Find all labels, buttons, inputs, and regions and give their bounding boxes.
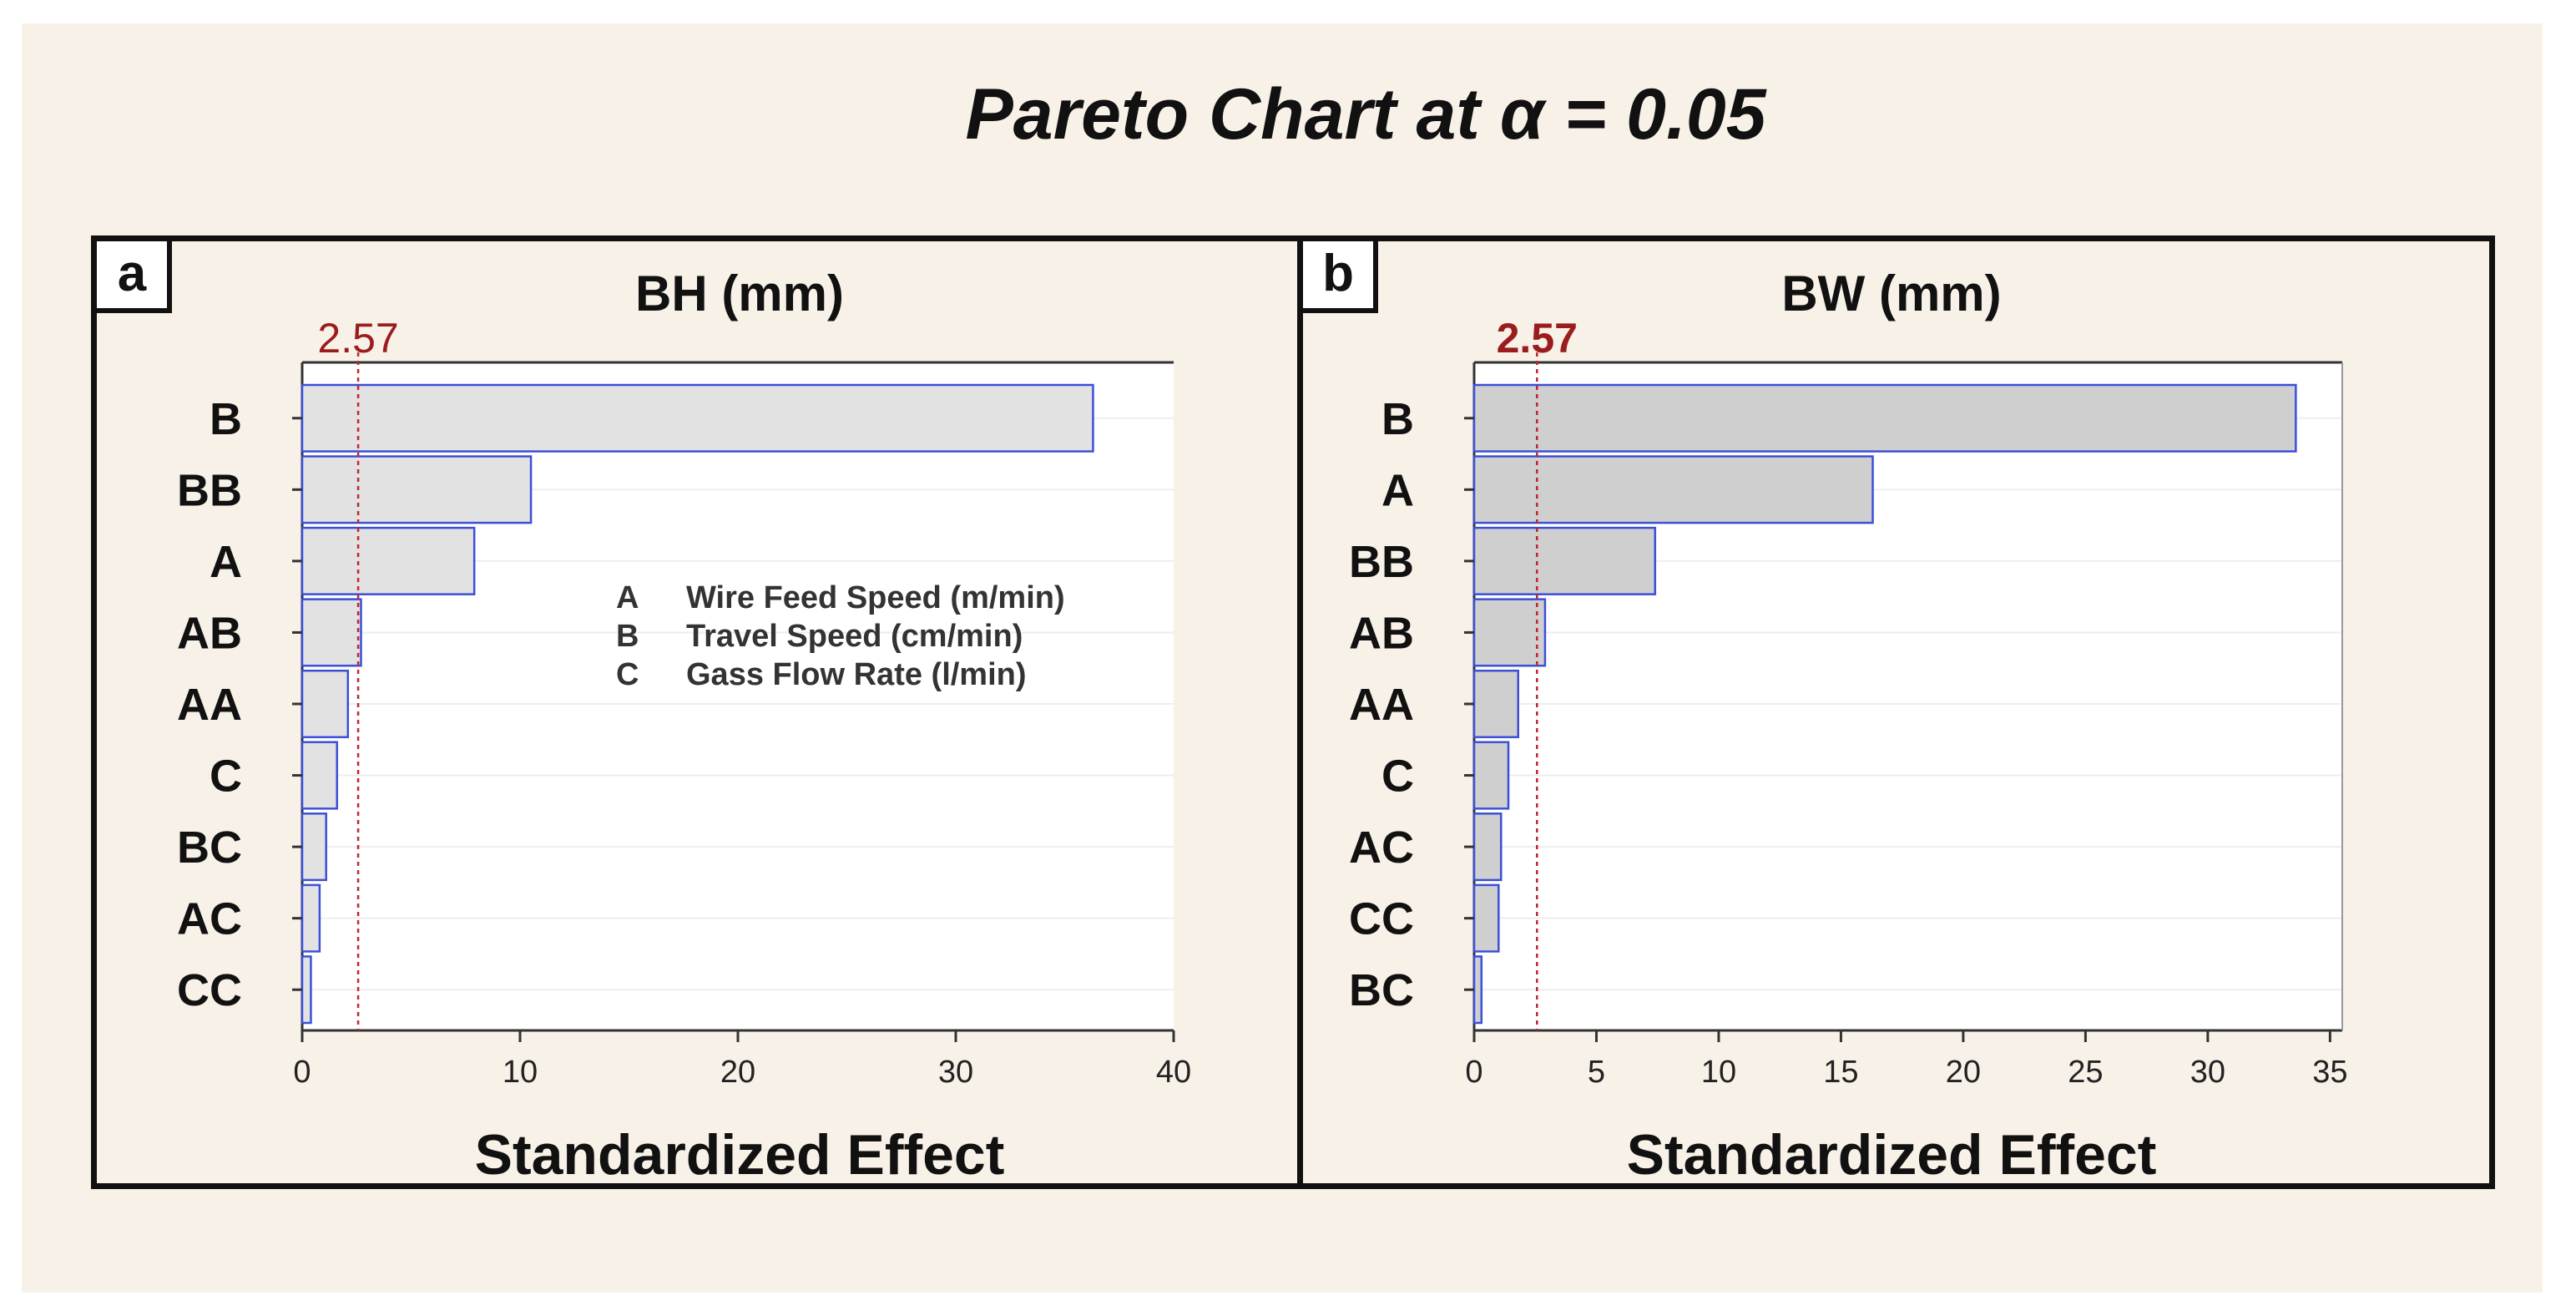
bar-AB xyxy=(301,598,362,667)
x-tick-label: 0 xyxy=(293,1055,311,1090)
bar-AA xyxy=(301,669,350,739)
bar-AB xyxy=(1472,598,1547,667)
bar-A xyxy=(1472,455,1874,524)
category-label-B: B xyxy=(210,394,242,444)
reference-line-label: 2.57 xyxy=(1497,315,1578,362)
x-tick-label: 10 xyxy=(503,1055,538,1090)
category-label-AC: AC xyxy=(1349,822,1414,873)
x-tick-label: 15 xyxy=(1823,1055,1858,1090)
category-label-AC: AC xyxy=(177,894,242,944)
x-tick-label: 0 xyxy=(1465,1055,1482,1090)
x-tick-label: 40 xyxy=(1156,1055,1191,1090)
bar-BB xyxy=(1472,526,1657,595)
category-label-BB: BB xyxy=(1349,537,1414,587)
x-tick-label: 5 xyxy=(1588,1055,1605,1090)
legend-label-A: Wire Feed Speed (m/min) xyxy=(686,580,1065,615)
category-label-AB: AB xyxy=(1349,608,1414,658)
bar-B xyxy=(1472,383,2297,453)
category-label-C: C xyxy=(1381,752,1414,802)
x-tick-label: 35 xyxy=(2312,1055,2347,1090)
legend-label-B: Travel Speed (cm/min) xyxy=(686,619,1023,654)
legend-label-C: Gass Flow Rate (l/min) xyxy=(686,657,1027,692)
bar-CC xyxy=(301,955,312,1025)
x-tick-label: 20 xyxy=(1946,1055,1981,1090)
x-axis-title: Standardized Effect xyxy=(475,1123,1005,1187)
bar-BC xyxy=(1472,955,1483,1025)
category-label-CC: CC xyxy=(177,965,242,1015)
legend-key-C: C xyxy=(616,657,639,692)
bar-BC xyxy=(301,812,327,882)
bar-C xyxy=(1472,741,1510,810)
category-label-C: C xyxy=(210,752,242,802)
bar-AC xyxy=(1472,812,1503,882)
bar-AA xyxy=(1472,669,1519,739)
chart-title: BH (mm) xyxy=(635,266,844,321)
panel-label-b: b xyxy=(1303,241,1378,313)
x-axis-title: Standardized Effect xyxy=(1627,1123,2157,1187)
category-label-AA: AA xyxy=(177,680,242,730)
panels-frame: a b xyxy=(91,235,2495,1189)
x-tick-label: 30 xyxy=(2190,1055,2225,1090)
chart-b: BA BB AB AA C AC CC BC 0 5 10 15 20 25 30 35 2.57 BW (mm)… xyxy=(1349,266,2347,1187)
bar-C xyxy=(301,741,339,810)
figure: Pareto Chart at α = 0.05 a b B BB A AB AA C BC… xyxy=(22,23,2543,1293)
x-tick-label: 30 xyxy=(938,1055,973,1090)
chart-title: BW (mm) xyxy=(1781,266,2001,321)
x-tick-label: 10 xyxy=(1701,1055,1736,1090)
bar-A xyxy=(301,526,476,595)
category-label-BC: BC xyxy=(1349,965,1414,1015)
category-label-B: B xyxy=(1381,394,1414,444)
panel-divider xyxy=(1297,241,1303,1183)
category-label-BC: BC xyxy=(177,822,242,873)
legend-key-B: B xyxy=(616,619,639,654)
category-label-A: A xyxy=(1381,465,1414,515)
bar-BB xyxy=(301,455,533,524)
legend-key-A: A xyxy=(616,580,639,615)
category-label-AB: AB xyxy=(177,608,242,658)
panel-label-a: a xyxy=(97,241,172,313)
category-label-CC: CC xyxy=(1349,894,1414,944)
category-label-BB: BB xyxy=(177,465,242,515)
bar-AC xyxy=(301,883,321,953)
reference-line-label: 2.57 xyxy=(317,315,398,362)
bar-B xyxy=(301,383,1094,453)
bar-CC xyxy=(1472,883,1500,953)
x-tick-label: 20 xyxy=(720,1055,755,1090)
category-label-AA: AA xyxy=(1349,680,1414,730)
main-title: Pareto Chart at α = 0.05 xyxy=(965,74,1766,154)
x-tick-label: 25 xyxy=(2068,1055,2103,1090)
category-label-A: A xyxy=(210,537,242,587)
